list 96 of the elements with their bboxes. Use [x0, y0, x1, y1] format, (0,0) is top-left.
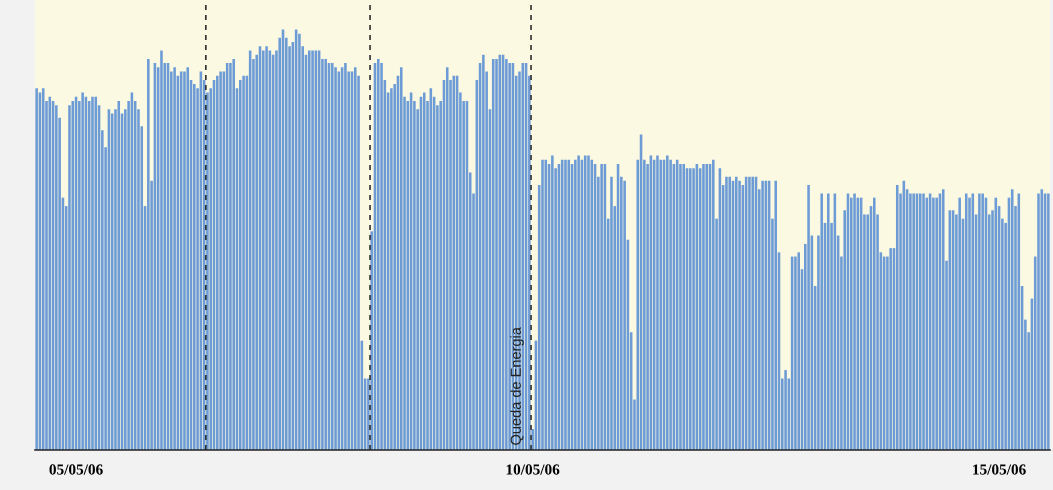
- bar: [324, 58, 327, 450]
- bar: [912, 193, 915, 450]
- bar: [541, 159, 544, 450]
- bar: [797, 252, 800, 450]
- bar: [1047, 193, 1050, 450]
- bar: [587, 155, 590, 450]
- bar: [551, 155, 554, 450]
- bar: [968, 197, 971, 450]
- bar: [656, 155, 659, 450]
- bar: [117, 100, 121, 450]
- bar: [567, 159, 571, 450]
- bar: [738, 180, 741, 450]
- bar: [1037, 193, 1040, 450]
- bar: [71, 100, 75, 450]
- bar: [574, 159, 577, 450]
- bar: [689, 168, 692, 450]
- bar: [849, 197, 853, 450]
- bar: [380, 63, 383, 450]
- bar: [820, 193, 823, 450]
- bar: [932, 197, 935, 450]
- bar: [445, 67, 449, 450]
- bar: [666, 155, 669, 450]
- bar: [147, 58, 150, 450]
- bar: [68, 105, 71, 450]
- bar: [94, 96, 98, 450]
- bar: [941, 189, 945, 450]
- bar: [682, 164, 686, 450]
- bar: [216, 75, 219, 450]
- bar: [1010, 189, 1014, 450]
- bar: [308, 50, 311, 450]
- bar: [242, 75, 245, 450]
- bar: [794, 256, 797, 450]
- annotation: Queda de Energia: [510, 327, 524, 445]
- bar: [262, 50, 265, 450]
- bar: [725, 176, 728, 450]
- bar: [827, 193, 830, 450]
- bar: [872, 197, 876, 450]
- bar: [669, 159, 672, 450]
- bar: [81, 92, 84, 450]
- bar: [505, 58, 508, 450]
- bar: [376, 58, 380, 450]
- bar: [298, 33, 301, 450]
- bar: [981, 193, 984, 450]
- x-tick-label: 10/05/06: [506, 464, 560, 475]
- bar: [35, 88, 38, 450]
- bar: [895, 185, 899, 450]
- bar: [353, 67, 357, 450]
- bar: [344, 63, 347, 450]
- bar: [399, 67, 403, 450]
- bar: [761, 180, 764, 450]
- bar: [774, 180, 777, 450]
- bar: [600, 164, 603, 450]
- bar: [735, 176, 738, 450]
- bar: [422, 92, 426, 450]
- bar: [889, 248, 892, 450]
- bar: [564, 159, 567, 450]
- bar: [311, 50, 314, 450]
- bar: [577, 155, 580, 450]
- bar: [692, 168, 695, 450]
- x-tick-label: 15/05/06: [973, 464, 1026, 475]
- bar: [91, 96, 94, 450]
- bar: [978, 193, 981, 450]
- bar: [232, 58, 236, 450]
- bar: [186, 67, 190, 450]
- bar: [193, 84, 196, 450]
- bar: [784, 370, 787, 450]
- bar: [623, 180, 626, 450]
- bar: [807, 185, 810, 450]
- bar: [909, 193, 912, 450]
- bar: [679, 164, 682, 450]
- x-tick-label: 05/05/06: [49, 464, 103, 475]
- bar: [390, 88, 393, 450]
- bar: [229, 63, 232, 450]
- bar: [219, 71, 222, 450]
- bar: [964, 193, 968, 450]
- bar: [495, 58, 498, 450]
- bar: [922, 193, 925, 450]
- bar: [334, 67, 337, 450]
- bar: [958, 197, 961, 450]
- bar: [748, 176, 751, 450]
- bar: [712, 159, 715, 450]
- bar: [239, 79, 242, 450]
- bar: [482, 54, 485, 450]
- bar: [265, 46, 268, 450]
- bar: [610, 176, 613, 450]
- bar: [590, 159, 594, 450]
- bar: [853, 193, 856, 450]
- bar: [508, 63, 511, 450]
- bar: [160, 50, 163, 450]
- bar: [173, 67, 176, 450]
- bar: [491, 58, 495, 450]
- bar: [55, 105, 58, 450]
- bar: [935, 197, 938, 450]
- bar: [728, 176, 732, 450]
- bar: [183, 71, 186, 450]
- bar: [702, 164, 705, 450]
